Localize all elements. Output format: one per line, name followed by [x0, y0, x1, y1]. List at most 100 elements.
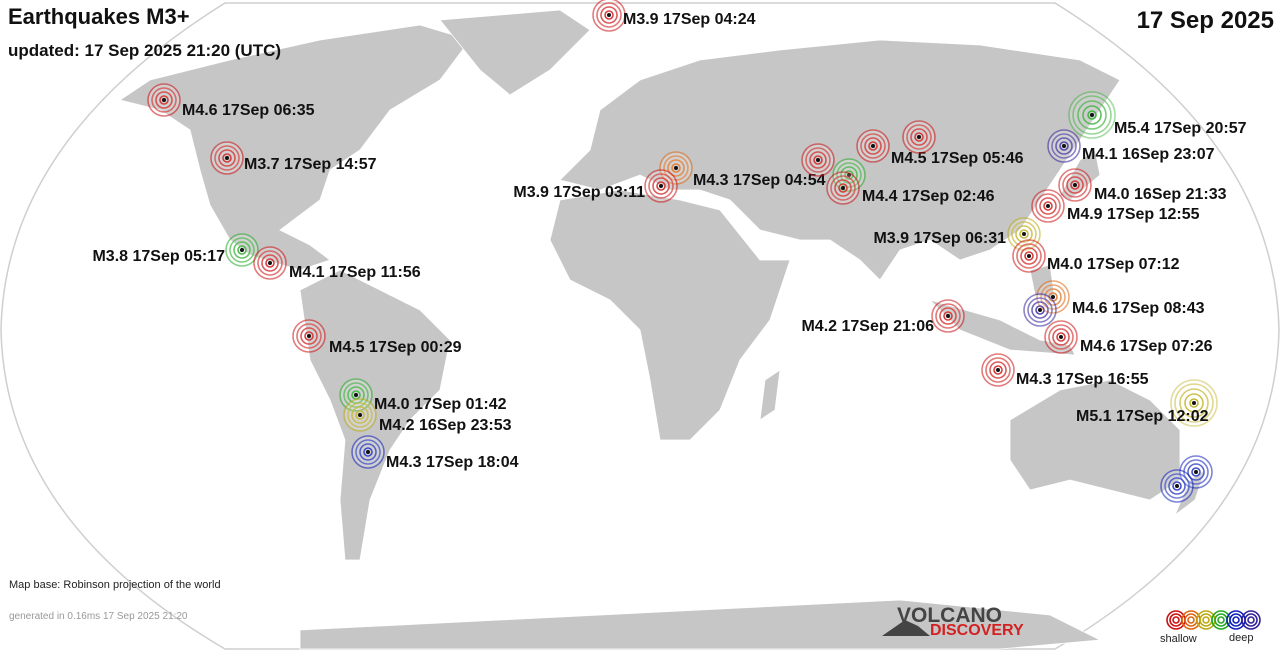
quake-label: M3.9 17Sep 06:31 — [873, 230, 1006, 247]
quake-ring — [1066, 176, 1084, 194]
quake-ring — [836, 162, 862, 188]
quake-ring — [652, 177, 670, 195]
quake-label: M4.3 17Sep 16:55 — [1016, 371, 1149, 388]
quake-center — [1046, 204, 1050, 208]
map-base-note: Map base: Robinson projection of the wor… — [9, 579, 221, 591]
quake-ring — [935, 303, 961, 329]
legend-swatch — [1169, 613, 1183, 627]
legend-label: deep — [1229, 632, 1253, 644]
quake-center — [841, 186, 845, 190]
quake-ring — [265, 258, 275, 268]
quake-ring — [1174, 383, 1214, 423]
quake-center — [946, 314, 950, 318]
quake-ring — [151, 87, 177, 113]
quake-marker[interactable] — [1160, 469, 1194, 503]
quake-ring — [943, 311, 953, 321]
quake-marker[interactable] — [351, 435, 385, 469]
quake-marker[interactable] — [1031, 189, 1065, 223]
quake-ring — [359, 443, 377, 461]
quake-marker[interactable] — [856, 129, 890, 163]
quake-ring — [1035, 193, 1061, 219]
quake-ring — [1051, 133, 1077, 159]
quake-ring — [805, 147, 831, 173]
quake-center — [162, 98, 166, 102]
quake-ring — [296, 323, 322, 349]
quake-marker[interactable] — [343, 398, 377, 432]
quake-ring — [656, 181, 666, 191]
quake-marker[interactable] — [253, 246, 287, 280]
legend-label: shallow — [1160, 633, 1197, 645]
quake-ring — [1184, 393, 1204, 413]
quake-marker[interactable] — [1023, 293, 1057, 327]
quake-label: M4.5 17Sep 05:46 — [891, 150, 1024, 167]
legend-swatch — [1244, 613, 1258, 627]
quake-ring — [1059, 141, 1069, 151]
quake-ring — [1043, 201, 1053, 211]
quake-marker[interactable] — [826, 171, 860, 205]
quake-label: M4.3 17Sep 18:04 — [386, 454, 519, 471]
quake-label: M4.6 17Sep 06:35 — [182, 102, 315, 119]
quake-marker[interactable] — [210, 141, 244, 175]
quake-ring — [300, 327, 318, 345]
quake-ring — [1031, 301, 1049, 319]
quake-marker[interactable] — [644, 169, 678, 203]
quake-marker[interactable] — [1047, 129, 1081, 163]
quake-ring — [667, 159, 685, 177]
quake-center — [1022, 232, 1026, 236]
updated-time: updated: 17 Sep 2025 21:20 (UTC) — [8, 41, 281, 60]
quake-center — [307, 334, 311, 338]
quake-ring — [1072, 95, 1112, 135]
quake-marker[interactable] — [1044, 320, 1078, 354]
quake-ring — [214, 145, 240, 171]
quake-ring — [1044, 288, 1062, 306]
quake-marker[interactable] — [981, 353, 1015, 387]
quake-ring — [834, 179, 852, 197]
legend-swatch — [1229, 613, 1243, 627]
quake-ring — [1027, 297, 1053, 323]
quake-center — [1073, 183, 1077, 187]
quake-ring — [989, 361, 1007, 379]
quake-ring — [261, 254, 279, 272]
quake-label: M4.0 16Sep 21:33 — [1094, 186, 1227, 203]
quake-ring — [985, 357, 1011, 383]
quake-marker[interactable] — [931, 299, 965, 333]
quake-ring — [868, 141, 878, 151]
legend-swatch — [1247, 616, 1255, 624]
logo[interactable]: VOLCANO DISCOVERY — [882, 604, 1024, 639]
quake-ring — [906, 124, 932, 150]
quake-ring — [218, 149, 236, 167]
quake-center — [607, 13, 611, 17]
quake-marker[interactable] — [592, 0, 626, 32]
quake-marker[interactable] — [225, 233, 259, 267]
quake-ring — [939, 307, 957, 325]
quake-marker[interactable] — [902, 120, 936, 154]
quake-ring — [1077, 100, 1107, 130]
quake-marker[interactable] — [292, 319, 326, 353]
quake-marker[interactable] — [1170, 379, 1218, 427]
quake-ring — [596, 2, 622, 28]
quake-center — [1027, 254, 1031, 258]
quake-ring — [1015, 225, 1033, 243]
quake-ring — [1087, 110, 1097, 120]
quake-ring — [813, 155, 823, 165]
quake-marker[interactable] — [801, 143, 835, 177]
logo-text: VOLCANO — [897, 604, 1002, 627]
quake-marker[interactable] — [147, 83, 181, 117]
quake-label: M4.5 17Sep 00:29 — [329, 339, 462, 356]
quake-ring — [1039, 197, 1057, 215]
quake-ring — [1172, 481, 1182, 491]
quake-marker[interactable] — [1012, 239, 1046, 273]
quake-ring — [604, 10, 614, 20]
quake-label: M4.1 16Sep 23:07 — [1082, 146, 1215, 163]
quake-center — [1194, 470, 1198, 474]
quake-center — [674, 166, 678, 170]
quake-marker[interactable] — [1068, 91, 1116, 139]
quake-ring — [809, 151, 827, 169]
quake-label: M3.9 17Sep 03:11 — [513, 184, 645, 201]
quake-marker[interactable] — [1058, 168, 1092, 202]
quake-ring — [355, 410, 365, 420]
quake-ring — [1082, 105, 1102, 125]
quake-center — [1059, 335, 1063, 339]
legend-swatch — [1184, 613, 1198, 627]
quake-center — [1192, 401, 1196, 405]
